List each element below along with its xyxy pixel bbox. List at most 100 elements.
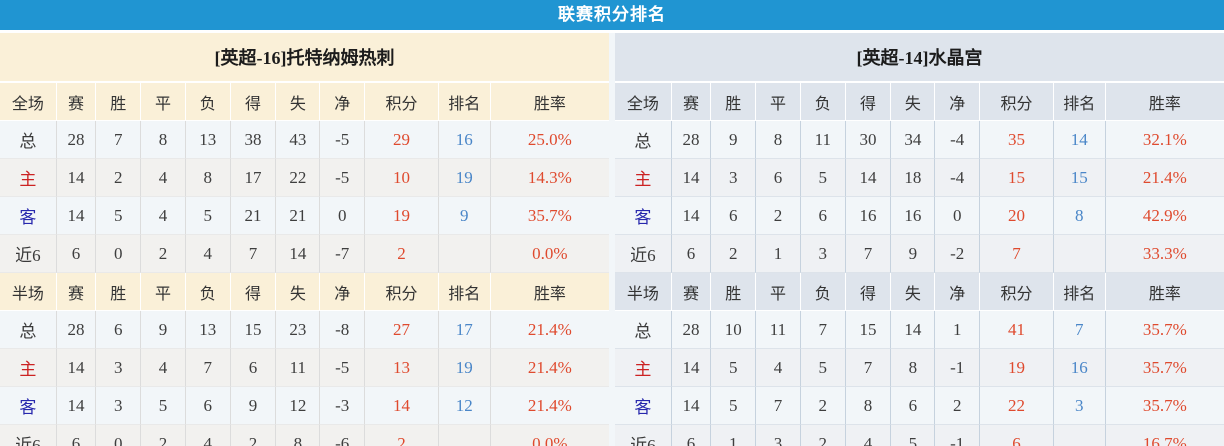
column-header: 失 (276, 83, 321, 121)
stat-cell: 8 (185, 159, 231, 197)
win-rate-cell: 21.4% (490, 311, 609, 349)
stat-cell: 28 (671, 121, 712, 159)
column-header: 平 (141, 83, 186, 121)
stat-cell: -8 (320, 311, 366, 349)
column-header: 胜 (96, 83, 142, 121)
column-header: 得 (230, 83, 277, 121)
row-label: 总 (615, 311, 672, 349)
win-rate-cell: 21.4% (490, 387, 609, 425)
column-header: 平 (141, 273, 186, 311)
row-label: 主 (0, 159, 57, 197)
stats-row: 客 14 5 7 2 8 6 2 22 3 35.7% (615, 387, 1224, 425)
column-header: 积分 (365, 83, 439, 121)
column-header: 净 (320, 83, 366, 121)
points-cell: 20 (980, 197, 1054, 235)
stat-cell: 6 (96, 311, 142, 349)
column-header: 排名 (438, 83, 491, 121)
rank-cell: 7 (1053, 311, 1106, 349)
column-header: 胜 (711, 273, 757, 311)
team-panel-right: [英超-14]水晶宫 全场赛胜平负得失净积分 排名 胜率总 28 9 8 11 30 34 -4 3… (615, 33, 1224, 446)
win-rate-cell: 42.9% (1105, 197, 1224, 235)
stat-cell: -5 (320, 121, 366, 159)
stats-row: 总 28 7 8 13 38 43 -5 29 16 25.0% (0, 121, 609, 159)
points-cell: 41 (980, 311, 1054, 349)
points-cell: 19 (365, 197, 439, 235)
stat-cell: 6 (185, 387, 231, 425)
win-rate-cell: 33.3% (1105, 235, 1224, 273)
stat-cell: 2 (230, 425, 277, 446)
full-match-header-row: 全场赛胜平负得失净积分 排名 胜率 (0, 83, 609, 121)
win-rate-cell: 32.1% (1105, 121, 1224, 159)
stat-cell: 28 (671, 311, 712, 349)
row-label: 客 (615, 387, 672, 425)
stat-cell: 4 (756, 349, 801, 387)
column-header: 失 (891, 83, 936, 121)
stats-table-left: 全场赛胜平负得失净积分 排名 胜率总 28 7 8 13 38 43 -5 29 16 25.0% 主 14… (0, 83, 609, 446)
stats-row: 近6 6 0 2 4 2 8 -6 2 0.0% (0, 425, 609, 446)
win-rate-cell: 35.7% (1105, 349, 1224, 387)
stat-cell: 6 (56, 235, 97, 273)
rank-cell: 8 (1053, 197, 1106, 235)
column-header: 平 (756, 273, 801, 311)
column-header: 胜 (96, 273, 142, 311)
stat-cell: 5 (141, 387, 186, 425)
stats-row: 主 14 3 4 7 6 11 -5 13 19 21.4% (0, 349, 609, 387)
column-header: 得 (845, 273, 892, 311)
stats-row: 总 28 6 9 13 15 23 -8 27 17 21.4% (0, 311, 609, 349)
win-rate-cell: 0.0% (490, 425, 609, 446)
stat-cell: 5 (711, 349, 757, 387)
stat-cell: 7 (185, 349, 231, 387)
row-label: 主 (0, 349, 57, 387)
stat-cell: 6 (56, 425, 97, 446)
stat-cell: 38 (230, 121, 277, 159)
stat-cell: 1 (935, 311, 981, 349)
stat-cell: 14 (671, 197, 712, 235)
stat-cell: 21 (230, 197, 277, 235)
column-header: 积分 (980, 273, 1054, 311)
stat-cell: -3 (320, 387, 366, 425)
points-cell: 6 (980, 425, 1054, 446)
stat-cell: 6 (756, 159, 801, 197)
team-panel-left: [英超-16]托特纳姆热刺 全场赛胜平负得失净积分 排名 胜率总 28 7 8 13 38 43… (0, 33, 609, 446)
stat-cell: -4 (935, 159, 981, 197)
column-header: 胜率 (1105, 273, 1224, 311)
row-label: 主 (615, 349, 672, 387)
column-header: 赛 (56, 83, 97, 121)
rank-cell (1053, 425, 1106, 446)
stat-cell: 7 (756, 387, 801, 425)
stat-cell: 14 (56, 197, 97, 235)
points-cell: 27 (365, 311, 439, 349)
stat-cell: 6 (230, 349, 277, 387)
stat-cell: 15 (845, 311, 892, 349)
points-cell: 29 (365, 121, 439, 159)
stat-cell: 3 (711, 159, 757, 197)
stat-cell: 4 (185, 235, 231, 273)
stat-cell: 0 (96, 425, 142, 446)
row-label: 总 (0, 121, 57, 159)
win-rate-cell: 35.7% (490, 197, 609, 235)
stat-cell: 34 (891, 121, 936, 159)
rank-cell: 19 (438, 159, 491, 197)
stat-cell: 2 (141, 235, 186, 273)
rank-cell: 19 (438, 349, 491, 387)
column-header: 得 (845, 83, 892, 121)
stat-cell: 4 (185, 425, 231, 446)
column-header: 积分 (980, 83, 1054, 121)
column-header: 赛 (671, 273, 712, 311)
stat-cell: 2 (800, 425, 846, 446)
row-label: 客 (615, 197, 672, 235)
stat-cell: 11 (800, 121, 846, 159)
rank-cell: 3 (1053, 387, 1106, 425)
column-header: 净 (320, 273, 366, 311)
row-label: 客 (0, 387, 57, 425)
stat-cell: 3 (756, 425, 801, 446)
column-header: 负 (185, 273, 231, 311)
win-rate-cell: 21.4% (1105, 159, 1224, 197)
full-match-header-row: 全场赛胜平负得失净积分 排名 胜率 (615, 83, 1224, 121)
column-header: 排名 (438, 273, 491, 311)
title-bar: 联赛积分排名 (0, 0, 1224, 30)
stat-cell: 5 (185, 197, 231, 235)
rank-cell: 12 (438, 387, 491, 425)
stat-cell: 7 (845, 349, 892, 387)
column-header: 失 (891, 273, 936, 311)
